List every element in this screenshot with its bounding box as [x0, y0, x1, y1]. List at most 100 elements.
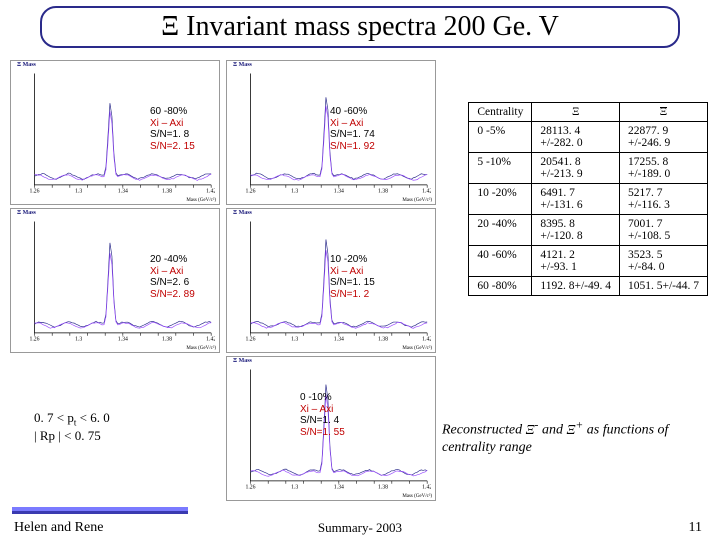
th-centrality: Centrality	[469, 103, 532, 122]
ann-line: S/N=1. 74	[330, 129, 375, 141]
plot-title: Ξ Mass	[231, 358, 254, 364]
footer-center: Summary- 2003	[318, 520, 402, 536]
svg-text:1.42: 1.42	[206, 189, 215, 195]
ann-line: S/N=1. 92	[330, 141, 375, 153]
xlabel: Mass (GeV/c²)	[186, 346, 216, 351]
ann-line: Xi – Axi	[150, 118, 195, 130]
td-yield: 1051. 5+/-44. 7	[619, 277, 707, 296]
xlabel: Mass (GeV/c²)	[402, 494, 432, 499]
annotation-1: 40 -60%Xi – AxiS/N=1. 74S/N=1. 92	[330, 106, 375, 152]
cuts-text: 0. 7 < pt < 6. 0| Rp | < 0. 75	[34, 410, 110, 444]
svg-text:1.34: 1.34	[334, 485, 344, 491]
table-row: 5 -10%20541. 8+/-213. 917255. 8+/-189. 0	[469, 153, 708, 184]
ann-line: 20 -40%	[150, 254, 195, 266]
ann-line: Xi – Axi	[330, 266, 375, 278]
ann-line: Xi – Axi	[150, 266, 195, 278]
ann-line: S/N=1. 55	[300, 427, 345, 439]
cuts-line2: | Rp | < 0. 75	[34, 428, 110, 444]
td-centrality: 20 -40%	[469, 215, 532, 246]
cuts-line1: 0. 7 < pt < 6. 0	[34, 410, 110, 428]
page-number: 11	[689, 520, 702, 536]
td-centrality: 0 -5%	[469, 122, 532, 153]
footer-rule	[12, 507, 188, 514]
yield-table: Centrality Ξ Ξ 0 -5%28113. 4+/-282. 0228…	[468, 102, 708, 296]
caption: Reconstructed Ξ- and Ξ+ as functions of …	[442, 418, 702, 457]
table-body: 0 -5%28113. 4+/-282. 022877. 9+/-246. 95…	[469, 122, 708, 296]
svg-text:1.3: 1.3	[291, 189, 298, 195]
svg-text:1.38: 1.38	[378, 485, 388, 491]
svg-text:1.42: 1.42	[422, 485, 431, 491]
svg-text:1.38: 1.38	[378, 189, 388, 195]
td-yield: 8395. 8+/-120. 8	[532, 215, 620, 246]
svg-text:1.34: 1.34	[334, 189, 344, 195]
plot-title: Ξ Mass	[15, 62, 38, 68]
svg-text:1.26: 1.26	[29, 189, 39, 195]
xlabel: Mass (GeV/c²)	[402, 198, 432, 203]
svg-text:1.38: 1.38	[378, 337, 388, 343]
caption-a: Reconstructed	[442, 423, 526, 438]
td-centrality: 5 -10%	[469, 153, 532, 184]
td-centrality: 10 -20%	[469, 184, 532, 215]
th-xibar: Ξ	[619, 103, 707, 122]
xlabel: Mass (GeV/c²)	[186, 198, 216, 203]
svg-text:1.42: 1.42	[422, 189, 431, 195]
ann-line: S/N=2. 6	[150, 277, 195, 289]
ann-line: S/N=2. 15	[150, 141, 195, 153]
td-yield: 22877. 9+/-246. 9	[619, 122, 707, 153]
ann-line: S/N=1. 8	[150, 129, 195, 141]
th-xi: Ξ	[532, 103, 620, 122]
td-centrality: 40 -60%	[469, 246, 532, 277]
annotation-0: 60 -80%Xi – AxiS/N=1. 8S/N=2. 15	[150, 106, 195, 152]
svg-text:1.42: 1.42	[422, 337, 431, 343]
ann-line: 0 -10%	[300, 392, 345, 404]
table-header-row: Centrality Ξ Ξ	[469, 103, 708, 122]
caption-b: and	[538, 423, 566, 438]
svg-text:1.26: 1.26	[245, 485, 255, 491]
title-text: Ξ Invariant mass spectra 200 Ge. V	[161, 11, 559, 42]
ann-line: S/N=2. 89	[150, 289, 195, 301]
table-row: 40 -60%4121. 2+/-93. 13523. 5+/-84. 0	[469, 246, 708, 277]
svg-text:1.26: 1.26	[245, 337, 255, 343]
plot-title: Ξ Mass	[15, 210, 38, 216]
ann-line: Xi – Axi	[300, 404, 345, 416]
ann-line: S/N=1. 15	[330, 277, 375, 289]
td-yield: 28113. 4+/-282. 0	[532, 122, 620, 153]
plot-title: Ξ Mass	[231, 210, 254, 216]
td-yield: 6491. 7+/-131. 6	[532, 184, 620, 215]
td-yield: 3523. 5+/-84. 0	[619, 246, 707, 277]
table-row: 0 -5%28113. 4+/-282. 022877. 9+/-246. 9	[469, 122, 708, 153]
td-centrality: 60 -80%	[469, 277, 532, 296]
xlabel: Mass (GeV/c²)	[402, 346, 432, 351]
svg-text:1.38: 1.38	[162, 337, 172, 343]
svg-text:1.26: 1.26	[29, 337, 39, 343]
td-yield: 20541. 8+/-213. 9	[532, 153, 620, 184]
svg-text:1.3: 1.3	[75, 337, 82, 343]
table-row: 60 -80%1192. 8+/-49. 41051. 5+/-44. 7	[469, 277, 708, 296]
footer-left: Helen and Rene	[14, 520, 103, 536]
td-yield: 4121. 2+/-93. 1	[532, 246, 620, 277]
svg-text:1.42: 1.42	[206, 337, 215, 343]
td-yield: 7001. 7+/-108. 5	[619, 215, 707, 246]
table-row: 20 -40%8395. 8+/-120. 87001. 7+/-108. 5	[469, 215, 708, 246]
ann-line: Xi – Axi	[330, 118, 375, 130]
ann-line: 10 -20%	[330, 254, 375, 266]
td-yield: 5217. 7+/-116. 3	[619, 184, 707, 215]
ann-line: S/N=1. 4	[300, 415, 345, 427]
td-yield: 1192. 8+/-49. 4	[532, 277, 620, 296]
svg-text:1.3: 1.3	[291, 485, 298, 491]
svg-text:1.38: 1.38	[162, 189, 172, 195]
table-row: 10 -20%6491. 7+/-131. 65217. 7+/-116. 3	[469, 184, 708, 215]
svg-text:1.34: 1.34	[334, 337, 344, 343]
ann-line: S/N=1. 2	[330, 289, 375, 301]
svg-text:1.34: 1.34	[118, 337, 128, 343]
plot-title: Ξ Mass	[231, 62, 254, 68]
ann-line: 40 -60%	[330, 106, 375, 118]
ann-line: 60 -80%	[150, 106, 195, 118]
svg-text:1.26: 1.26	[245, 189, 255, 195]
annotation-2: 20 -40%Xi – AxiS/N=2. 6S/N=2. 89	[150, 254, 195, 300]
svg-text:1.34: 1.34	[118, 189, 128, 195]
page-title: Ξ Invariant mass spectra 200 Ge. V	[40, 6, 680, 48]
svg-text:1.3: 1.3	[75, 189, 82, 195]
svg-text:1.3: 1.3	[291, 337, 298, 343]
annotation-4: 0 -10%Xi – AxiS/N=1. 4S/N=1. 55	[300, 392, 345, 438]
